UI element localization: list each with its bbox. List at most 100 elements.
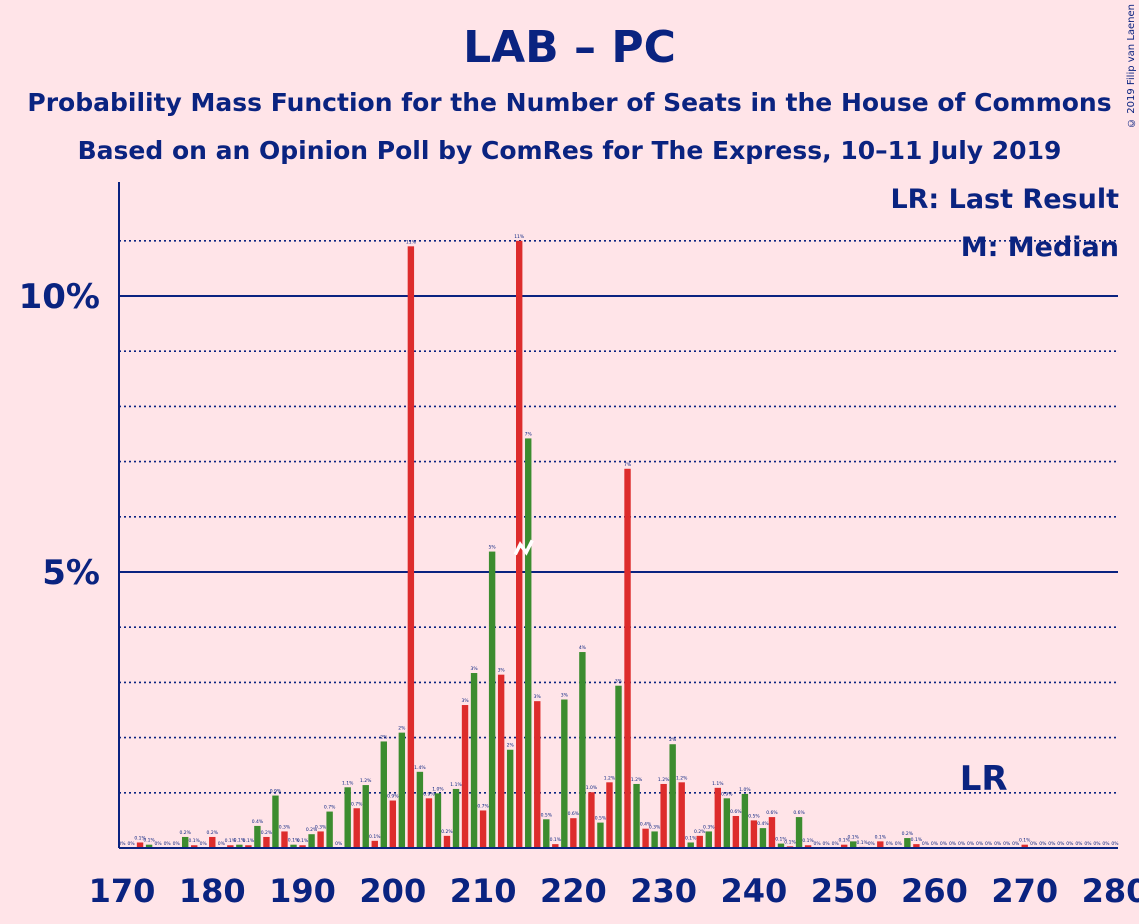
bar-label-263: 0% — [958, 841, 966, 847]
bar-label-280: 0% — [1111, 841, 1119, 847]
x-tick-label-180: 180 — [179, 872, 246, 910]
bar-251 — [850, 841, 857, 848]
bar-206 — [443, 835, 451, 848]
bar-label-210: 0.7% — [477, 803, 489, 809]
bar-label-201: 2% — [398, 726, 406, 732]
bar-label-207: 1.1% — [450, 782, 462, 788]
bar-204 — [425, 798, 433, 848]
bar-label-235: 0.3% — [703, 824, 715, 830]
bar-241 — [759, 828, 767, 848]
y-tick-label-10: 10% — [19, 277, 100, 317]
bar-199 — [380, 741, 387, 848]
legend-median: M: Median — [960, 232, 1119, 263]
bar-212 — [497, 674, 505, 848]
bar-label-212: 3% — [498, 668, 506, 674]
bar-label-183: 0.1% — [234, 838, 246, 844]
bar-label-173: 0.1% — [143, 838, 155, 844]
bar-label-222: 1.0% — [586, 785, 598, 791]
bar-label-193: 0.7% — [324, 805, 336, 811]
x-tick-label-270: 270 — [991, 872, 1058, 910]
bar-label-170: 0% — [118, 841, 126, 847]
bar-246 — [804, 845, 812, 848]
bar-label-273: 0% — [1048, 841, 1056, 847]
bar-label-265: 0% — [976, 841, 984, 847]
y-tick-label-5: 5% — [42, 553, 100, 593]
bar-232 — [678, 782, 685, 848]
bar-label-224: 1.2% — [604, 775, 616, 781]
bar-223 — [597, 822, 604, 848]
bar-label-253: 0% — [868, 841, 876, 847]
bar-245 — [795, 817, 803, 848]
bar-label-237: 0.9% — [721, 791, 733, 797]
bar-label-259: 0% — [922, 841, 930, 847]
bar-label-275: 0% — [1066, 841, 1074, 847]
bar-209 — [470, 673, 478, 848]
bar-label-270: 0.1% — [1019, 838, 1031, 844]
bar-237 — [723, 798, 731, 848]
x-tick-label-190: 190 — [269, 872, 336, 910]
bar-label-187: 0.9% — [270, 789, 282, 795]
bar-label-256: 0% — [895, 841, 903, 847]
bar-200 — [389, 800, 397, 848]
bar-label-226: 7% — [624, 462, 632, 468]
bar-217 — [543, 819, 550, 848]
bar-label-198: 0.1% — [369, 834, 381, 840]
bar-220 — [570, 818, 577, 848]
x-tick-label-250: 250 — [811, 872, 878, 910]
bar-label-215: 7% — [525, 431, 533, 437]
bar-180 — [209, 836, 216, 848]
bar-label-178: 0.1% — [188, 838, 200, 844]
bar-213 — [506, 749, 514, 848]
bar-185 — [254, 825, 261, 848]
gridlines — [119, 240, 1118, 794]
bar-label-202: 11% — [406, 239, 417, 245]
bar-label-174: 0% — [155, 841, 163, 847]
bar-label-260: 0% — [931, 841, 939, 847]
bar-label-213: 2% — [507, 743, 515, 749]
bar-label-203: 1.4% — [414, 765, 426, 771]
bar-label-188: 0.3% — [279, 824, 291, 830]
bar-label-206: 0.2% — [441, 829, 453, 835]
bar-233 — [687, 842, 694, 848]
last-result-label: LR — [960, 759, 1008, 799]
bar-label-221: 4% — [579, 645, 587, 651]
bar-191 — [308, 834, 315, 848]
bar-215 — [525, 438, 532, 848]
bar-250 — [840, 844, 848, 848]
bar-label-277: 0% — [1084, 841, 1092, 847]
bar-label-240: 0.5% — [748, 813, 760, 819]
bar-172 — [136, 842, 144, 848]
bar-187 — [272, 795, 279, 848]
bar-label-227: 1.2% — [631, 777, 643, 783]
bar-label-255: 0% — [886, 841, 894, 847]
bar-231 — [669, 744, 676, 848]
bar-226 — [624, 468, 631, 848]
bar-188 — [281, 831, 288, 848]
bar-224 — [606, 782, 613, 848]
bar-label-264: 0% — [967, 841, 975, 847]
chart-subtitle-1: Probability Mass Function for the Number… — [27, 88, 1112, 117]
bar-label-172: 0.1% — [134, 835, 146, 841]
bar-222 — [588, 792, 595, 848]
bar-177 — [181, 836, 189, 848]
bar-label-196: 0.7% — [351, 801, 363, 807]
bar-182 — [227, 845, 234, 848]
bar-label-239: 1.0% — [739, 787, 751, 793]
bar-label-186: 0.2% — [261, 830, 273, 836]
bar-192 — [317, 831, 324, 848]
bar-label-258: 0.1% — [911, 837, 923, 843]
bar-label-176: 0% — [173, 841, 181, 847]
bar-258 — [913, 844, 920, 848]
x-tick-label-260: 260 — [901, 872, 968, 910]
bar-label-262: 0% — [949, 841, 957, 847]
bar-218 — [552, 844, 559, 848]
bar-label-217: 0.5% — [541, 812, 553, 818]
bar-label-234: 0.2% — [694, 829, 706, 835]
bar-183 — [236, 844, 243, 848]
bar-193 — [326, 811, 333, 848]
bar-label-179: 0% — [200, 841, 208, 847]
bar-242 — [768, 817, 776, 848]
bar-label-177: 0.2% — [179, 830, 191, 836]
bar-239 — [741, 793, 749, 848]
